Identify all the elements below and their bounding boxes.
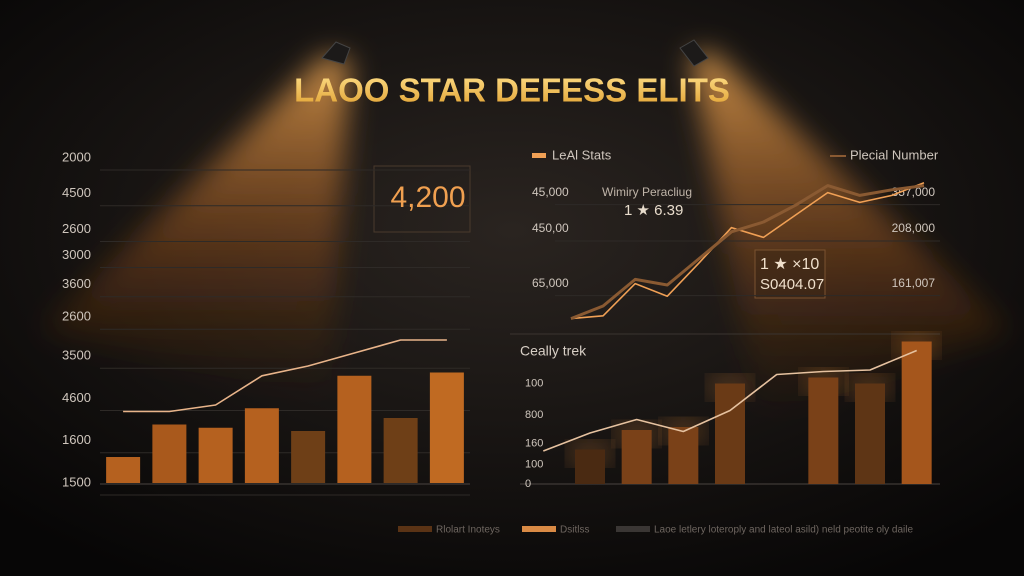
legend-label: Dsitlss: [560, 525, 589, 536]
bar: [337, 375, 372, 483]
annotation: Wimiry Peracliug: [602, 185, 692, 199]
y-tick-label: 4600: [62, 390, 91, 405]
bar: [244, 408, 279, 483]
legend-label: Laoe letlery loteroply and lateol asild)…: [654, 525, 913, 536]
bar: [621, 430, 652, 484]
bar: [808, 377, 839, 484]
bar: [198, 427, 233, 483]
y-tick-label: 2600: [62, 221, 91, 236]
legend-label: Rlolart Inoteys: [436, 525, 500, 536]
legend-swatch: [398, 526, 432, 532]
legend-label: Plecial Number: [850, 147, 939, 162]
line: [570, 182, 925, 320]
y-tick-label: 1500: [62, 474, 91, 489]
annotation: 1 ★ ×10: [760, 256, 819, 273]
y-tick-label: 3500: [62, 348, 91, 363]
y-tick-label: 450,00: [532, 221, 569, 235]
y-tick-label: 800: [525, 409, 543, 421]
bar: [855, 383, 885, 484]
callout-box: [373, 165, 471, 233]
y-tick-label: 4500: [62, 185, 91, 200]
spotlight-right: [690, 52, 1010, 420]
y2-tick-label: 208,000: [892, 221, 936, 235]
page-title: LAOO STAR DEFESS ELITS: [294, 72, 730, 109]
line: [570, 184, 925, 320]
annotation: 1 ★ 6.39: [624, 202, 683, 219]
bar: [291, 431, 326, 483]
annotation-box: [754, 249, 826, 299]
y-tick-label: 65,000: [532, 276, 569, 290]
legend-swatch: [532, 153, 546, 158]
line: [123, 339, 447, 413]
legend-swatch: [522, 526, 556, 532]
y-tick-label: 100: [525, 377, 543, 389]
lamp-left: [321, 41, 351, 65]
spotlight-left: [40, 55, 350, 400]
chart-title: Ceally trek: [520, 343, 587, 359]
bar: [901, 341, 932, 484]
bar: [429, 372, 464, 483]
bar: [152, 424, 187, 483]
y-tick-label: 3600: [62, 276, 91, 291]
y-tick-label: 0: [525, 478, 531, 490]
bar: [575, 449, 605, 484]
bar: [383, 418, 418, 483]
bar: [106, 457, 141, 483]
callout-value: 4,200: [390, 181, 465, 214]
legend-label: LeAl Stats: [552, 147, 612, 162]
bar: [668, 427, 699, 484]
y-tick-label: 1600: [62, 432, 91, 447]
annotation: S0404.07: [760, 276, 824, 293]
y-tick-label: 3000: [62, 247, 91, 262]
y-tick-label: 100: [525, 458, 543, 470]
legend-swatch: [616, 526, 650, 532]
y-tick-label: 45,000: [532, 185, 569, 199]
lamp-right: [679, 39, 709, 67]
bar: [715, 383, 745, 484]
y2-tick-label: 161,007: [892, 276, 936, 290]
line: [543, 349, 918, 452]
y-tick-label: 2600: [62, 309, 91, 324]
y-tick-label: 160: [525, 437, 543, 449]
y-tick-label: 2000: [62, 149, 91, 164]
